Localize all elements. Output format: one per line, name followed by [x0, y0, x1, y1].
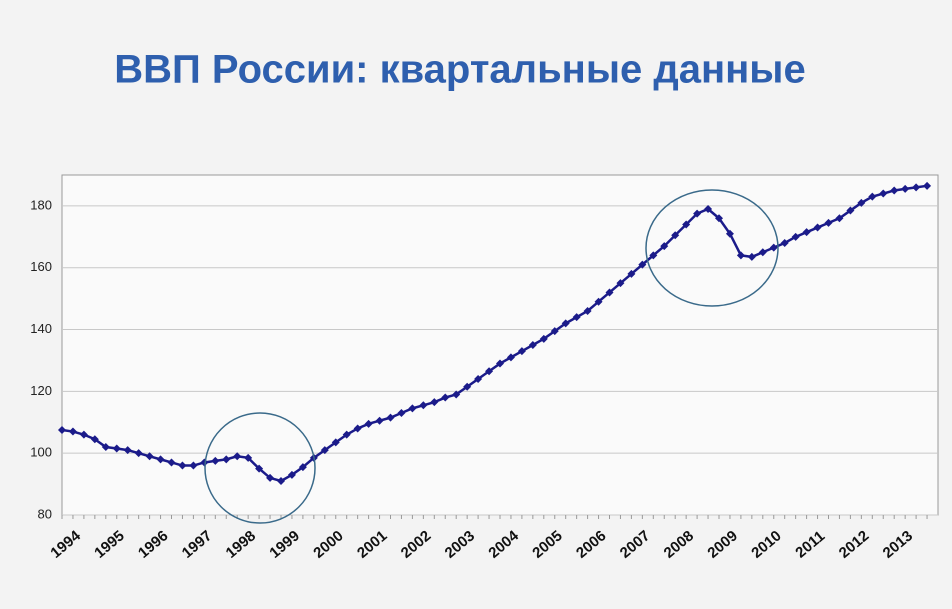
data-point	[277, 477, 285, 485]
data-point	[58, 426, 66, 434]
data-point	[178, 461, 187, 470]
data-point	[671, 231, 680, 240]
data-point	[123, 446, 132, 455]
data-point	[517, 347, 526, 356]
data-point	[813, 223, 822, 232]
data-point	[802, 228, 811, 237]
data-point	[233, 452, 242, 461]
data-point	[769, 243, 778, 252]
y-tick-label: 160	[30, 259, 52, 274]
data-point	[758, 248, 767, 257]
data-point	[496, 359, 504, 368]
data-point	[923, 181, 932, 190]
data-point	[528, 341, 537, 349]
data-point	[408, 404, 417, 413]
data-point	[134, 449, 143, 458]
data-point	[222, 455, 231, 464]
data-point	[725, 229, 734, 238]
data-point	[594, 297, 603, 306]
data-point	[627, 269, 636, 278]
data-point	[682, 220, 691, 229]
data-point	[397, 409, 406, 417]
data-point	[550, 327, 559, 336]
data-point	[189, 461, 198, 470]
data-point	[747, 252, 756, 261]
data-point	[287, 470, 296, 479]
data-point	[890, 186, 899, 195]
data-point	[485, 367, 494, 376]
data-point	[539, 334, 548, 343]
plot-area	[61, 174, 939, 516]
data-point	[375, 416, 384, 425]
data-point	[90, 435, 99, 444]
annotation-circle	[645, 189, 779, 307]
data-point	[353, 424, 362, 433]
data-point	[441, 393, 450, 402]
data-point	[583, 307, 592, 315]
data-point	[320, 446, 329, 455]
y-tick-label: 80	[38, 506, 52, 521]
data-point	[879, 189, 888, 198]
data-point	[463, 382, 472, 391]
data-point	[561, 319, 570, 328]
data-point	[638, 260, 647, 269]
data-point	[506, 353, 515, 362]
chart-title: ВВП России: квартальные данные	[114, 48, 805, 92]
data-point	[572, 313, 581, 322]
data-point	[430, 398, 439, 407]
data-point	[342, 430, 351, 439]
data-point	[211, 456, 220, 465]
data-point	[824, 218, 833, 227]
data-point	[101, 443, 110, 451]
data-point	[780, 239, 789, 247]
data-point	[693, 209, 702, 218]
data-point	[364, 419, 373, 428]
data-point	[868, 192, 877, 201]
data-point	[79, 430, 88, 439]
data-point	[835, 214, 844, 223]
data-point	[244, 453, 253, 462]
data-point	[331, 438, 340, 447]
data-point	[68, 427, 77, 436]
y-tick-label: 180	[30, 197, 52, 212]
annotation-circle	[204, 412, 316, 524]
data-point	[857, 198, 866, 207]
data-point	[901, 184, 910, 193]
y-tick-label: 120	[30, 383, 52, 398]
data-point	[386, 413, 395, 422]
data-point	[791, 232, 800, 241]
data-point	[660, 242, 669, 251]
data-point	[419, 401, 428, 410]
data-point	[255, 464, 264, 473]
data-point	[156, 455, 165, 464]
data-point	[616, 279, 625, 288]
data-point	[605, 288, 614, 297]
data-point	[912, 183, 921, 192]
y-tick-label: 140	[30, 321, 52, 336]
data-point	[112, 444, 121, 453]
data-point	[736, 251, 745, 260]
data-point	[167, 458, 176, 467]
data-point	[266, 473, 275, 482]
data-point	[452, 390, 461, 399]
y-tick-label: 100	[30, 445, 52, 460]
data-point	[145, 452, 154, 461]
data-point	[846, 206, 855, 215]
data-point	[474, 375, 483, 383]
data-point	[704, 205, 713, 213]
data-point	[200, 458, 209, 467]
data-point	[649, 251, 658, 260]
data-point	[715, 214, 723, 223]
data-point	[298, 463, 307, 472]
